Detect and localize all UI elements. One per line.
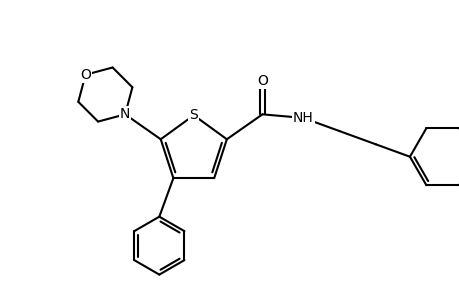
Text: O: O [80,68,91,82]
Text: NH: NH [292,111,313,125]
Text: O: O [257,74,267,88]
Text: S: S [189,108,198,122]
Text: N: N [120,107,130,121]
